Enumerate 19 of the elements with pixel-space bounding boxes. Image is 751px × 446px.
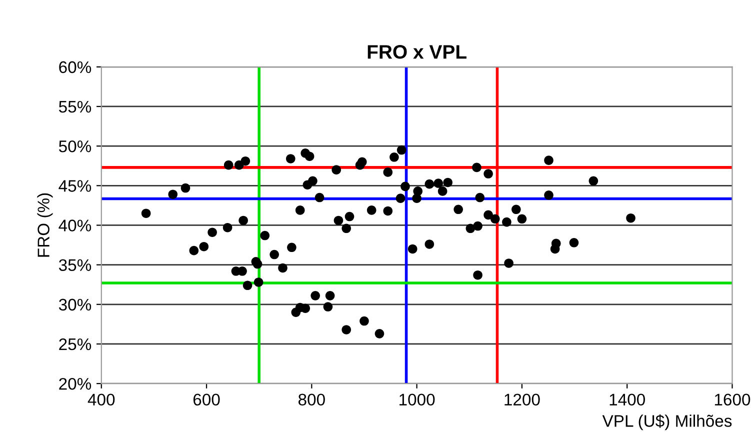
x-tick-label: 800 xyxy=(298,394,325,406)
y-tick-label: 60% xyxy=(59,61,92,74)
x-tick-label: 1400 xyxy=(610,394,645,406)
y-tick-label: 50% xyxy=(58,140,92,152)
chart-title: FRO x VPL xyxy=(368,44,466,59)
x-tick-label: 600 xyxy=(193,394,220,406)
y-tick-label: 55% xyxy=(58,100,92,113)
y-tick-label: 35% xyxy=(58,259,92,272)
y-tick-label: 20% xyxy=(59,378,92,390)
x-tick-label: 1200 xyxy=(504,394,540,406)
y-tick-label: 45% xyxy=(58,180,92,192)
y-tick-label: 25% xyxy=(59,338,92,350)
y-tick-label: 30% xyxy=(58,298,92,311)
x-tick-label: 1000 xyxy=(400,394,435,406)
x-tick-label: 1600 xyxy=(714,394,750,406)
y-axis-title: FRO (%) xyxy=(37,193,53,257)
x-axis-title: VPL (U$) Milhões xyxy=(602,414,732,430)
x-tick-label: 400 xyxy=(88,394,115,406)
y-tick-label: 40% xyxy=(58,220,92,232)
